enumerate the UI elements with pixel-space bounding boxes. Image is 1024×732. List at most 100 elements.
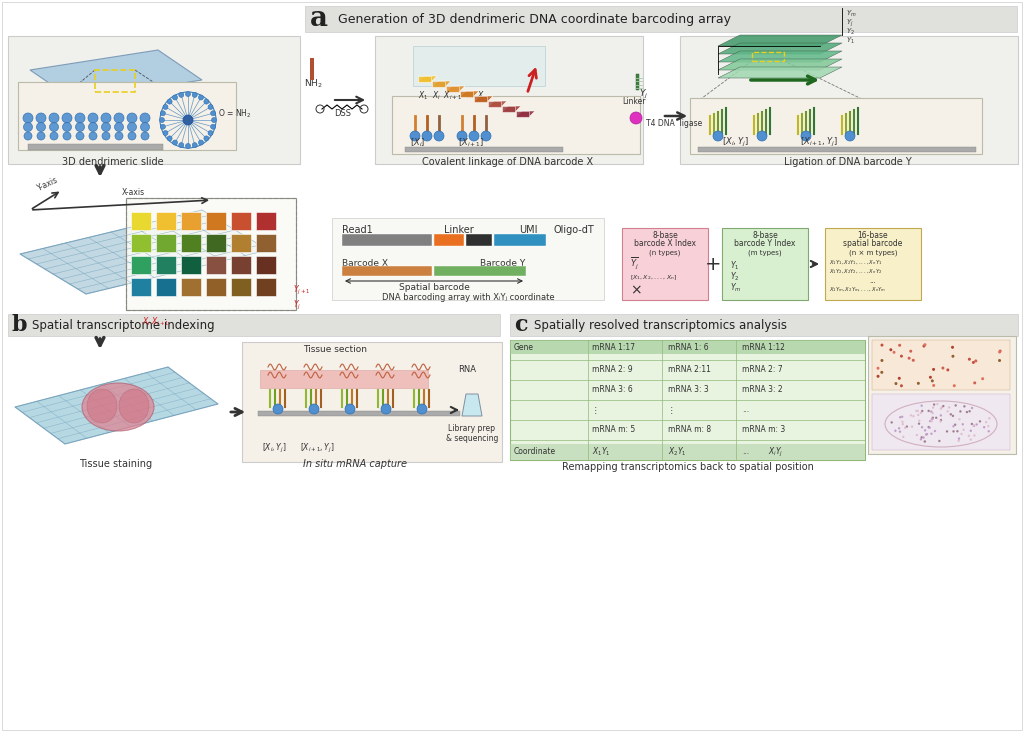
Polygon shape	[20, 210, 268, 294]
Circle shape	[929, 376, 932, 378]
Circle shape	[988, 417, 990, 419]
Text: Linker: Linker	[622, 97, 645, 105]
Circle shape	[931, 379, 934, 382]
Circle shape	[881, 359, 884, 362]
Text: $\overline{Y_j}$: $\overline{Y_j}$	[630, 256, 639, 272]
Bar	[242, 342, 502, 462]
Bar	[342, 266, 432, 276]
Bar	[722, 228, 808, 300]
Circle shape	[928, 426, 930, 428]
Text: ⋮: ⋮	[668, 406, 676, 414]
Circle shape	[985, 421, 987, 423]
Text: mRNA 3: 3: mRNA 3: 3	[668, 386, 709, 395]
Polygon shape	[418, 76, 437, 82]
Circle shape	[971, 407, 973, 409]
Circle shape	[921, 436, 923, 438]
Text: $X_iY_j$: $X_iY_j$	[768, 446, 783, 458]
Circle shape	[160, 118, 165, 122]
Circle shape	[481, 131, 490, 141]
Text: $Y_m$: $Y_m$	[730, 282, 741, 294]
Circle shape	[62, 122, 72, 132]
Bar	[868, 336, 1016, 454]
Text: $Y_2$: $Y_2$	[846, 27, 855, 37]
Bar	[466, 234, 492, 246]
Text: 3D dendrimeric slide: 3D dendrimeric slide	[62, 157, 164, 167]
Bar	[95, 70, 135, 92]
Polygon shape	[718, 35, 842, 46]
Circle shape	[961, 433, 963, 436]
Circle shape	[941, 406, 943, 408]
Circle shape	[973, 434, 976, 437]
Circle shape	[932, 384, 935, 387]
Polygon shape	[502, 106, 521, 112]
Bar	[342, 234, 432, 246]
Text: $X_2Y_1$: $X_2Y_1$	[668, 446, 687, 458]
Polygon shape	[516, 111, 529, 117]
Text: (m types): (m types)	[749, 250, 781, 256]
Circle shape	[37, 132, 45, 140]
Ellipse shape	[119, 389, 150, 423]
Circle shape	[801, 131, 811, 141]
Circle shape	[968, 358, 971, 361]
Circle shape	[931, 418, 933, 420]
Circle shape	[193, 143, 198, 148]
Bar	[680, 36, 1018, 164]
Circle shape	[946, 430, 948, 433]
Circle shape	[970, 438, 972, 441]
Text: Linker: Linker	[444, 225, 474, 235]
Circle shape	[923, 436, 925, 438]
Circle shape	[208, 130, 213, 135]
Text: X-axis: X-axis	[122, 188, 145, 197]
Circle shape	[469, 131, 479, 141]
Circle shape	[934, 430, 936, 433]
Circle shape	[932, 412, 934, 414]
Circle shape	[199, 140, 204, 145]
Text: $Y_m$: $Y_m$	[846, 9, 857, 19]
Circle shape	[881, 343, 884, 347]
Circle shape	[62, 113, 72, 123]
Bar	[181, 256, 201, 274]
Text: mRNA 3: 2: mRNA 3: 2	[742, 386, 782, 395]
Circle shape	[932, 406, 934, 408]
Text: (n types): (n types)	[649, 250, 681, 256]
Polygon shape	[502, 106, 515, 112]
Text: $X_1Y_m, X_2Y_m, ..., X_nY_m$: $X_1Y_m, X_2Y_m, ..., X_nY_m$	[829, 285, 886, 294]
Circle shape	[926, 433, 928, 436]
Circle shape	[167, 99, 172, 104]
Bar	[434, 234, 464, 246]
Circle shape	[172, 140, 177, 145]
Circle shape	[49, 122, 58, 132]
Circle shape	[24, 132, 32, 140]
Text: T4 DNA  ligase: T4 DNA ligase	[646, 119, 702, 127]
Text: Generation of 3D dendrimeric DNA coordinate barcoding array: Generation of 3D dendrimeric DNA coordin…	[338, 12, 731, 26]
Text: mRNA 3: 6: mRNA 3: 6	[592, 386, 633, 395]
Circle shape	[981, 377, 984, 380]
Bar	[8, 314, 500, 336]
Bar	[131, 212, 151, 230]
Circle shape	[939, 420, 942, 423]
Bar	[392, 96, 640, 154]
Bar	[181, 212, 201, 230]
Circle shape	[946, 368, 949, 371]
Circle shape	[998, 350, 1001, 353]
Bar	[258, 411, 460, 416]
Bar	[181, 278, 201, 296]
Bar	[406, 147, 563, 152]
Bar	[231, 256, 251, 274]
Circle shape	[916, 382, 920, 385]
Text: $X_1Y_2, X_2Y_2, ..., X_nY_2$: $X_1Y_2, X_2Y_2, ..., X_nY_2$	[829, 268, 883, 277]
Circle shape	[915, 434, 919, 436]
Text: 8-base: 8-base	[652, 231, 678, 241]
Text: $Y_j$: $Y_j$	[639, 87, 648, 100]
Bar	[434, 266, 526, 276]
Bar	[256, 212, 276, 230]
Circle shape	[959, 410, 962, 413]
Circle shape	[948, 406, 950, 408]
Circle shape	[964, 405, 966, 408]
Circle shape	[713, 131, 723, 141]
Bar	[305, 6, 1017, 32]
Text: In situ mRNA capture: In situ mRNA capture	[303, 459, 407, 469]
Text: b: b	[12, 314, 28, 336]
Circle shape	[918, 422, 921, 425]
Circle shape	[946, 410, 949, 413]
